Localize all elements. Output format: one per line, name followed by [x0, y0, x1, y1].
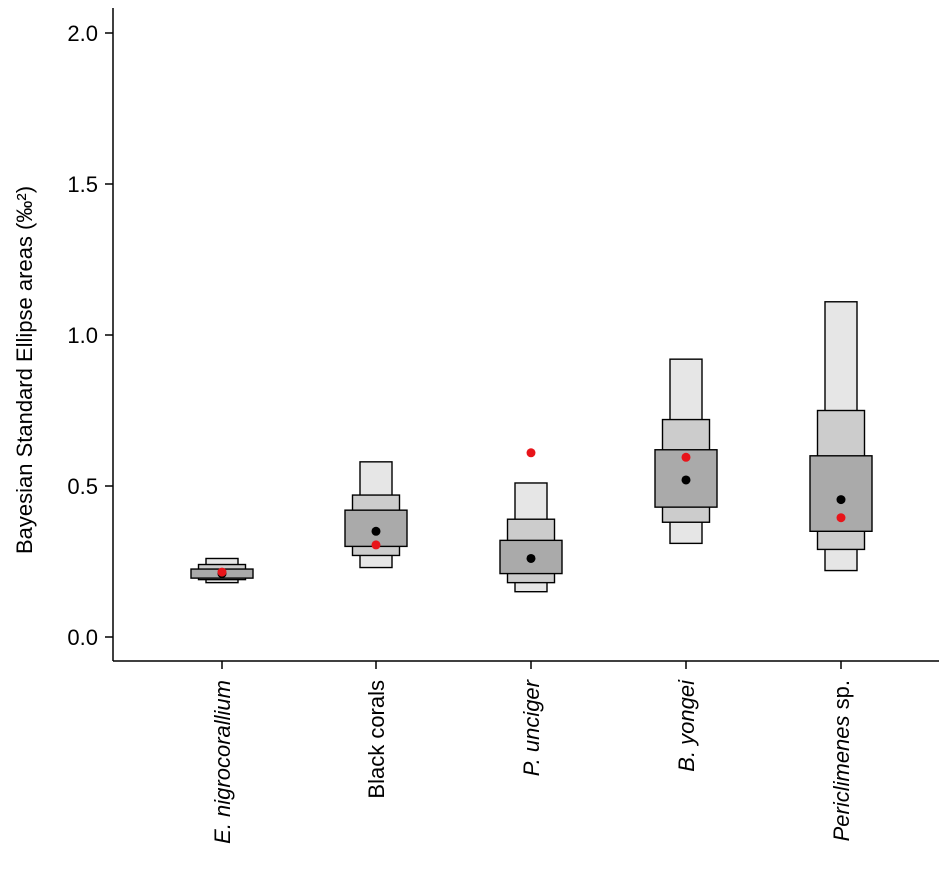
y-axis-ticks: 0.0 0.5 1.0 1.5 2.0	[67, 21, 113, 650]
y-tick-label: 0.5	[67, 474, 98, 499]
ml-estimate-point	[681, 452, 691, 462]
ml-estimate-point	[371, 540, 381, 550]
ml-estimate-point	[217, 567, 227, 577]
mode-point	[836, 495, 846, 505]
y-tick-label: 1.5	[67, 172, 98, 197]
x-tick-label-black-corals: Black corals	[364, 680, 389, 799]
x-axis-ticks: E. nigrocorallium Black corals P. unciger B…	[210, 661, 854, 844]
estimate-points	[217, 448, 846, 579]
x-tick-label-p-unciger: P. unciger	[519, 678, 544, 776]
density-boxes	[190, 301, 873, 593]
ml-estimate-point	[836, 513, 846, 523]
box-p-unciger	[499, 482, 563, 593]
y-tick-label: 0.0	[67, 625, 98, 650]
x-tick-label-e-nigrocorallium: E. nigrocorallium	[210, 680, 235, 844]
mode-point	[526, 553, 536, 563]
y-tick-label: 2.0	[67, 21, 98, 46]
box-black-corals	[344, 461, 408, 569]
box-periclimenes-sp	[809, 301, 873, 572]
y-axis-label: Bayesian Standard Ellipse areas (‰²)	[12, 186, 37, 554]
y-tick-label: 1.0	[67, 323, 98, 348]
ml-estimate-point	[526, 448, 536, 458]
mode-point	[371, 526, 381, 536]
box-b-yongei	[654, 358, 718, 545]
mode-point	[681, 475, 691, 485]
x-tick-label-b-yongei: B. yongei	[674, 679, 699, 772]
x-tick-label-periclimenes-sp: Periclimenes sp.	[829, 680, 854, 841]
